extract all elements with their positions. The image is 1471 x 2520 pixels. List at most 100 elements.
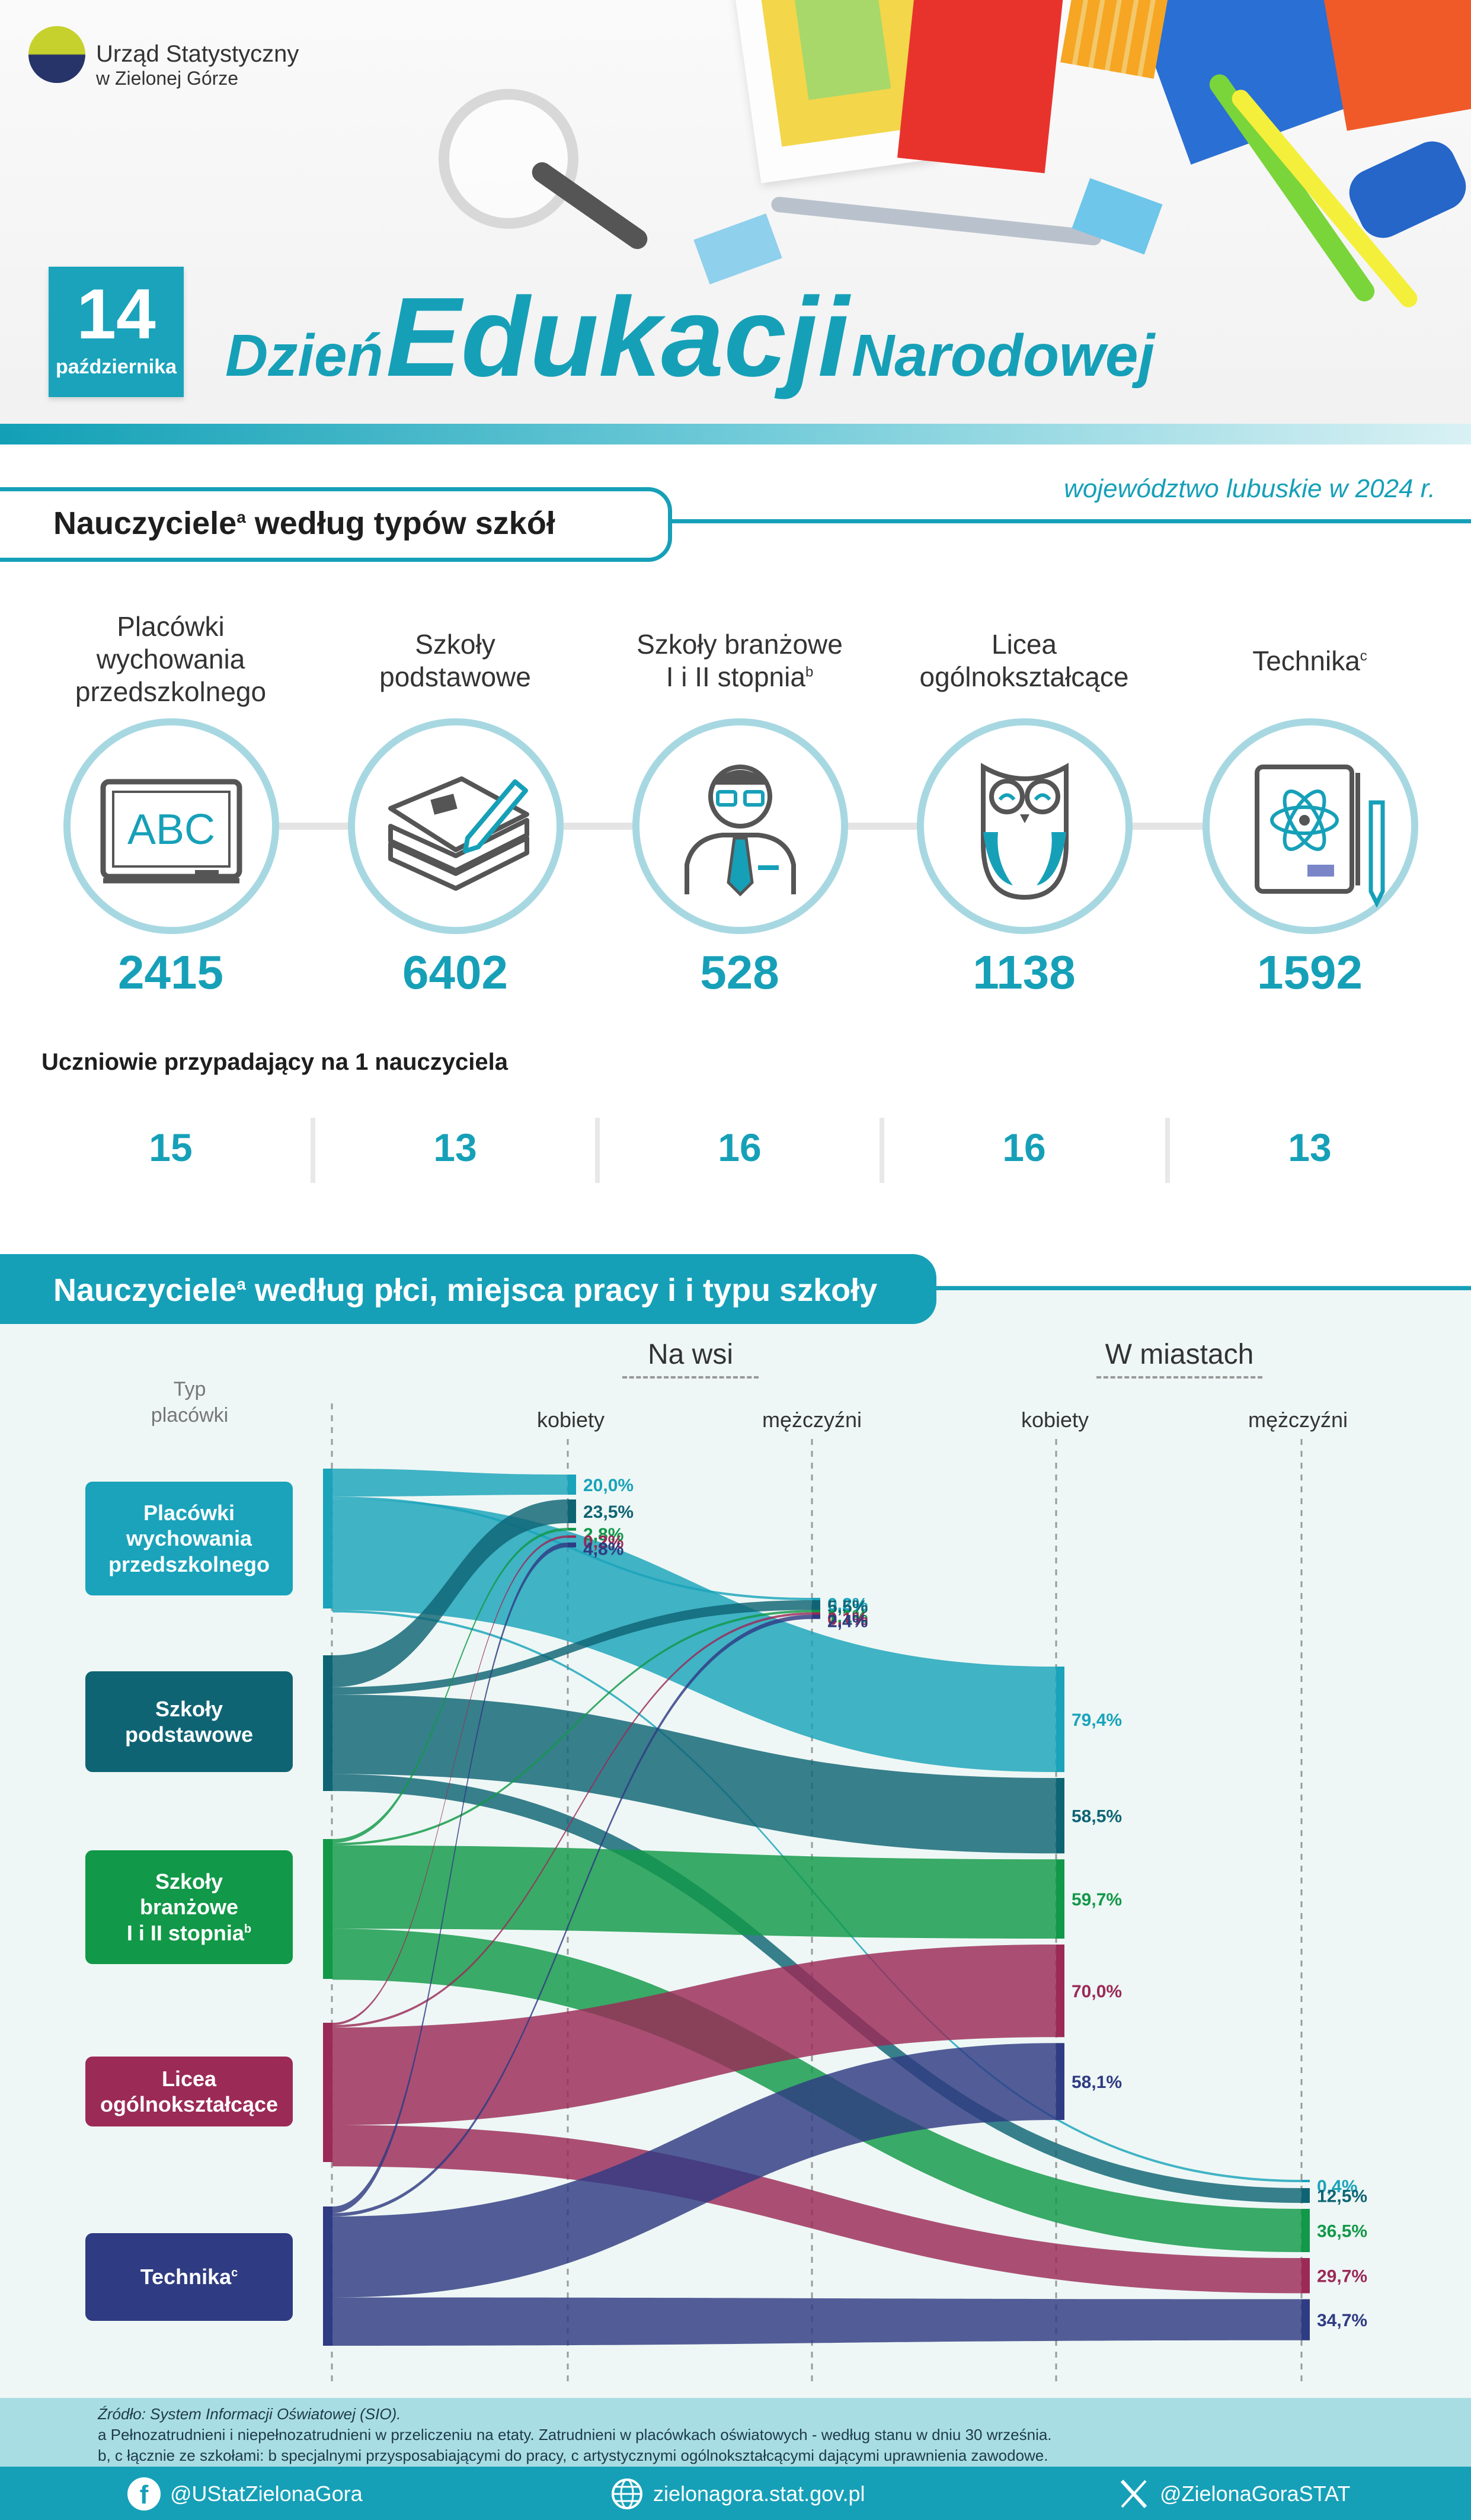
logo-icon	[28, 26, 85, 83]
col-title-technikum: Technikac	[1191, 645, 1428, 677]
sankey-flow	[332, 1542, 568, 2214]
footer-source: Źródło: System Informacji Oświatowej (SI…	[98, 2405, 401, 2423]
footer-notes: Źródło: System Informacji Oświatowej (SI…	[98, 2404, 1052, 2466]
sankey-target-node	[812, 1600, 820, 1610]
globe-icon	[612, 2479, 642, 2509]
col-title-line-sup: I i II stopniab	[621, 661, 858, 693]
category-lyceum: Licea ogólnokształcące	[85, 2057, 293, 2126]
sankey-percent-label: 2,8%	[583, 1525, 623, 1544]
col-title-line: Szkoły branżowe	[637, 629, 843, 660]
typ-label-line: placówki	[151, 1404, 229, 1427]
sankey-percent-label: 4,8%	[583, 1540, 623, 1559]
sankey-flow	[332, 2125, 1301, 2294]
section1-title-rest: według typów szkół	[245, 506, 555, 541]
col-title-line: I i II stopnia	[666, 661, 805, 693]
category-vocational: Szkoły branżowe I i II stopniab	[85, 1850, 293, 1964]
col-village-men: mężczyźni	[762, 1408, 862, 1432]
sankey-source-node	[323, 2023, 332, 2162]
x-handle: @ZielonaGoraSTAT	[1160, 2481, 1351, 2506]
sankey-flow	[332, 1527, 568, 1843]
sankey-percent-label: 70,0%	[1072, 1982, 1122, 2001]
group-village-label: Na wsi	[647, 1339, 734, 1370]
sankey-target-node	[568, 1475, 576, 1495]
value-vocational: 528	[700, 946, 779, 999]
sankey-flow	[332, 1535, 568, 2025]
books-pencil-icon	[388, 776, 529, 891]
sankey-source-node	[323, 1469, 332, 1608]
header-band	[0, 424, 1471, 444]
ratio-separator	[1165, 1118, 1170, 1183]
facebook-handle: @UStatZielonaGora	[170, 2481, 363, 2506]
typ-label-line: Typ	[173, 1378, 206, 1400]
footer-note-a: a Pełnozatrudnieni i niepełnozatrudnieni…	[98, 2426, 1052, 2444]
sankey-percent-label: 59,7%	[1072, 1890, 1122, 1910]
sankey-target-node	[1301, 2299, 1310, 2340]
magnifier-lens-decoration	[439, 89, 578, 229]
chalkboard-abc-icon: ABC	[100, 779, 242, 884]
category-line: I i II stopnia	[126, 1920, 244, 1945]
ratio-vocational: 16	[718, 1125, 762, 1169]
sankey-percent-label: 20,0%	[583, 1476, 634, 1495]
sankey-flow	[332, 1845, 1056, 1939]
group-city-label: W miastach	[1105, 1339, 1254, 1370]
category-sup: c	[231, 2266, 238, 2280]
value-preschool: 2415	[118, 946, 223, 999]
date-month: października	[55, 356, 177, 378]
col-title-sup: b	[805, 664, 814, 680]
region-label: województwo lubuskie w 2024 r.	[1064, 474, 1435, 503]
section1-title: Nauczycielea według typów szkół	[53, 505, 555, 542]
x-link[interactable]: @ZielonaGoraSTAT	[1117, 2477, 1350, 2511]
section1-title-sup: a	[236, 508, 246, 526]
sankey-percent-label: 34,7%	[1317, 2311, 1367, 2330]
group-city-underline	[1096, 1376, 1262, 1379]
date-badge: 14 października	[49, 267, 184, 397]
sankey-percent-label: 23,5%	[583, 1502, 634, 1522]
sankey-flows	[332, 1469, 1301, 2346]
category-sup: b	[244, 1922, 252, 1936]
date-day: 14	[76, 274, 156, 354]
pencils-decoration	[1060, 0, 1168, 79]
sankey-source-node	[323, 1839, 332, 1979]
section2-title: Nauczycielea według płci, miejsca pracy …	[53, 1272, 877, 1309]
category-line: branżowe	[139, 1895, 239, 1920]
category-line: Szkoły	[155, 1696, 223, 1721]
green-card-decoration	[792, 0, 891, 100]
icon-circle-primary	[348, 718, 564, 934]
facebook-link[interactable]: f @UStatZielonaGora	[127, 2477, 363, 2511]
sankey-nodes	[323, 1469, 1310, 2346]
group-village-underline	[622, 1376, 759, 1379]
sankey-target-node	[1056, 1944, 1064, 2038]
website-link[interactable]: zielonagora.stat.gov.pl	[610, 2477, 865, 2511]
sankey-flow	[332, 1600, 812, 1695]
owl-icon	[981, 763, 1069, 900]
col-title-line: Placówki	[117, 611, 225, 642]
atom-clipboard-icon	[1255, 765, 1385, 908]
col-title-line: ogólnokształcące	[919, 661, 1129, 693]
header-banner: Urząd Statystyczny w Zielonej Górze 14 p…	[0, 0, 1471, 444]
sankey-flow	[332, 1469, 568, 1497]
sankey-target-node	[1056, 1667, 1064, 1773]
website-url: zielonagora.stat.gov.pl	[653, 2481, 865, 2506]
sankey-target-node	[1301, 2258, 1310, 2294]
section2-title-main: Nauczyciele	[53, 1272, 237, 1308]
sankey-percent-label: 58,5%	[1072, 1807, 1122, 1827]
sankey-target-node	[812, 1610, 820, 1613]
sankey-flow	[332, 1612, 812, 2027]
col-title-vocational: Szkoły branżowe I i II stopniab	[621, 628, 858, 693]
value-technikum: 1592	[1257, 946, 1363, 999]
sankey-labels: 20,0% 0,2% 79,4% 0,4% 23,5% 5,5% 58,5% 12,5% 2,8…	[583, 1476, 1367, 2330]
section1-line	[664, 519, 1471, 523]
col-city-men: mężczyźni	[1248, 1408, 1348, 1432]
col-title-line: Szkoły	[415, 629, 495, 660]
sankey-target-node	[1301, 2188, 1310, 2203]
col-title-line: podstawowe	[379, 661, 531, 693]
category-line: przedszkolnego	[108, 1552, 270, 1576]
section2-line	[925, 1286, 1471, 1290]
value-lyceum: 1138	[973, 946, 1076, 999]
category-line: Technika	[140, 2265, 232, 2289]
title-word1: Dzień	[225, 322, 383, 389]
sankey-percent-label: 0,1%	[827, 1610, 868, 1629]
col-title-lyceum: Licea ogólnokształcące	[906, 628, 1143, 693]
sankey-flow	[332, 2297, 1301, 2346]
col-title-primary: Szkoły podstawowe	[337, 628, 574, 693]
